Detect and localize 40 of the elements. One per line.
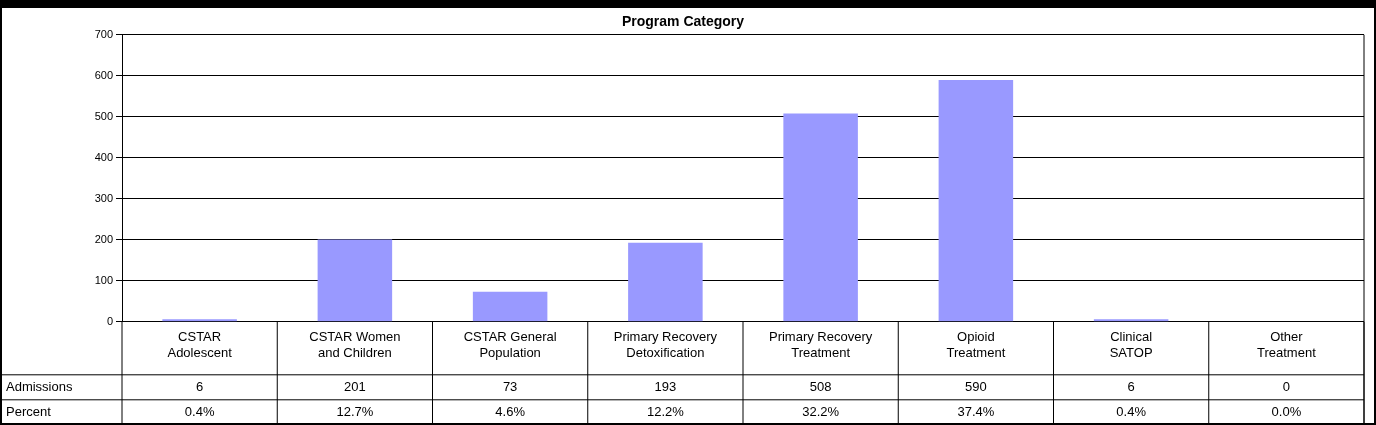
data-label: 201	[344, 378, 366, 394]
y-tick-label: 300	[94, 191, 113, 204]
x-tick-label: Primary Recovery Treatment	[768, 329, 873, 360]
y-tick-label: 0	[106, 314, 113, 327]
text: 4.6%	[495, 403, 526, 419]
data-label: 508	[809, 378, 832, 394]
data-label: 590	[965, 378, 987, 394]
text: 0.0%	[1271, 403, 1302, 419]
bar	[317, 239, 393, 322]
x-tick-label: Opioid Treatment	[946, 329, 1006, 360]
bar	[472, 291, 548, 322]
y-tick-label: 500	[94, 109, 113, 122]
text: 0.4%	[1116, 403, 1147, 419]
y-tick-label: 600	[94, 68, 113, 81]
text: Admissions	[6, 378, 73, 394]
y-tick-label: 700	[94, 27, 113, 40]
text: 12.2%	[646, 403, 685, 419]
chart-title: Program Category	[621, 13, 745, 30]
text: 32.2%	[802, 403, 840, 419]
data-label: 193	[654, 378, 677, 394]
text: 37.4%	[957, 403, 995, 419]
x-tick-label: Primary Recovery Detoxification	[613, 329, 718, 360]
data-label: 6	[1127, 378, 1135, 394]
y-tick-label: 200	[94, 232, 113, 245]
data-label: 0	[1282, 378, 1290, 394]
x-tick-label: Clinical SATOP	[1109, 329, 1153, 360]
x-tick-label: Other Treatment	[1256, 329, 1317, 360]
bar	[628, 242, 703, 322]
text: 0.4%	[184, 403, 215, 419]
x-tick-label: CSTAR Women and Children	[309, 329, 401, 360]
bar	[938, 79, 1014, 322]
y-tick-label: 100	[94, 273, 113, 286]
text: Percent	[6, 403, 52, 419]
data-label: 73	[502, 378, 518, 394]
y-tick-label: 400	[94, 150, 113, 163]
x-tick-label: CSTAR General Population	[463, 329, 557, 360]
text: 12.7%	[336, 403, 374, 419]
x-tick-label: CSTAR Adolescent	[167, 329, 233, 360]
bar	[783, 113, 858, 322]
data-label: 6	[196, 378, 204, 394]
